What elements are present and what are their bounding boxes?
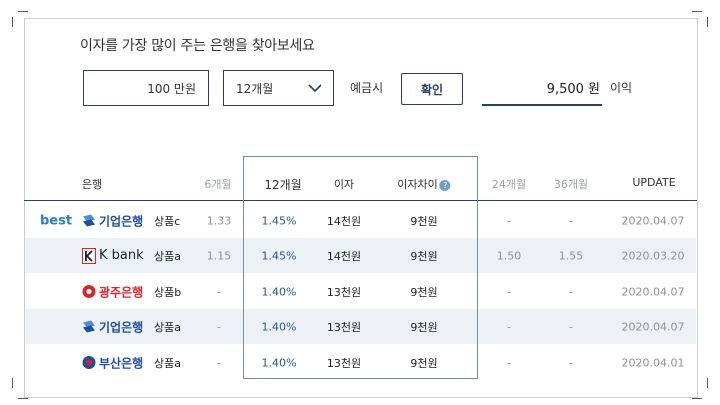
crop-mark (692, 11, 702, 12)
update-date: 2020.04.07 (621, 214, 685, 227)
rate-12m: 1.45% (261, 214, 297, 227)
rate-6m: 1.33 (206, 214, 232, 227)
chevron-down-icon (308, 84, 322, 93)
update-date: 2020.04.07 (621, 285, 685, 298)
col-header-update: UPDATE (632, 176, 676, 189)
kbank-logo-icon (82, 247, 96, 264)
info-icon[interactable]: ? (439, 179, 451, 191)
interest-diff: 9천원 (410, 249, 438, 263)
crop-mark (707, 378, 708, 388)
page-title: 이자를 가장 많이 주는 은행을 찾아보세요 (80, 38, 315, 54)
ibk-logo: 기업은행 (82, 212, 143, 229)
kwangju-logo: 광주은행 (82, 283, 143, 300)
busan-logo-icon (82, 356, 96, 369)
confirm-button[interactable]: 확인 (401, 73, 463, 105)
interest-diff: 9천원 (410, 214, 438, 228)
rate-12m: 1.45% (261, 249, 297, 262)
product-name: 상품c (154, 214, 181, 228)
rate-36m: - (569, 320, 573, 333)
crop-mark (12, 378, 13, 388)
rate-12m: 1.40% (261, 320, 297, 333)
rate-36m: - (569, 285, 573, 298)
rate-6m: 1.15 (206, 249, 232, 262)
rate-6m: - (217, 356, 221, 369)
period-select[interactable]: 12개월 (223, 70, 334, 106)
table-row[interactable]: K bank 상품a 1.15 1.45% 14천원 9천원 1.50 1.55… (25, 238, 696, 273)
kbank-logo: K bank (82, 247, 144, 264)
rate-12m: 1.40% (261, 356, 297, 369)
rate-24m: 1.50 (496, 249, 522, 262)
update-date: 2020.03.20 (621, 249, 685, 262)
col-header-bank: 은행 (81, 178, 103, 191)
busan-logo: 부산은행 (82, 354, 143, 371)
col-header-12m[interactable]: 12개월 (264, 178, 302, 192)
interest: 14천원 (326, 214, 362, 228)
amount-value: 100 만원 (147, 81, 196, 96)
crop-mark (18, 11, 28, 12)
interest-diff: 9천원 (410, 285, 438, 299)
rate-24m: - (507, 356, 511, 369)
rate-6m: - (217, 285, 221, 298)
interest: 13천원 (326, 285, 362, 299)
crop-mark (12, 17, 13, 27)
interest-diff: 9천원 (410, 320, 438, 334)
rate-12m: 1.40% (261, 285, 297, 298)
product-name: 상품a (154, 249, 181, 263)
ibk-logo-icon (83, 214, 95, 227)
ibk-logo: 기업은행 (82, 318, 143, 335)
rate-24m: - (507, 214, 511, 227)
interest-label: 이익 (610, 81, 633, 95)
bank-name: 부산은행 (99, 356, 144, 370)
bank-name: 기업은행 (99, 320, 144, 334)
col-header-6m[interactable]: 6개월 (204, 178, 232, 191)
table-row[interactable]: 기업은행 상품a - 1.40% 13천원 9천원 - - 2020.04.07 (25, 309, 696, 344)
interest-diff: 9천원 (410, 356, 438, 370)
update-date: 2020.04.01 (621, 356, 685, 369)
table-row[interactable]: 광주은행 상품b - 1.40% 13천원 9천원 - - 2020.04.07 (25, 274, 696, 309)
product-name: 상품a (154, 320, 181, 334)
kwangju-logo-icon (82, 285, 96, 298)
best-badge: best (40, 213, 73, 228)
interest: 13천원 (326, 356, 362, 370)
bank-name: K bank (99, 248, 144, 263)
rate-24m: - (507, 320, 511, 333)
crop-mark (18, 398, 28, 399)
product-name: 상품a (154, 356, 181, 370)
crop-mark (707, 17, 708, 27)
rate-24m: - (507, 285, 511, 298)
rate-36m: - (569, 356, 573, 369)
col-header-diff-label: 이자차이 (397, 178, 438, 191)
col-header-interest: 이자 (333, 178, 355, 191)
rate-36m: - (569, 214, 573, 227)
crop-mark (692, 398, 702, 399)
update-date: 2020.04.07 (621, 320, 685, 333)
header-divider (24, 200, 697, 201)
bank-name: 기업은행 (99, 214, 144, 228)
interest: 14천원 (326, 249, 362, 263)
deposit-label: 예금시 (350, 81, 384, 95)
result-underline (482, 104, 602, 106)
col-header-24m[interactable]: 24개월 (491, 178, 527, 191)
col-header-36m[interactable]: 36개월 (553, 178, 589, 191)
amount-input[interactable]: 100 만원 (83, 70, 209, 106)
bank-name: 광주은행 (99, 285, 144, 299)
ibk-logo-icon (83, 320, 95, 333)
interest: 13천원 (326, 320, 362, 334)
result-value: 9,500 원 (546, 82, 600, 97)
rate-36m: 1.55 (558, 249, 584, 262)
table-row[interactable]: 부산은행 상품a - 1.40% 13천원 9천원 - - 2020.04.01 (25, 345, 696, 380)
col-header-diff: 이자차이? (397, 176, 451, 192)
period-value: 12개월 (236, 81, 274, 96)
rate-6m: - (217, 320, 221, 333)
product-name: 상품b (154, 285, 182, 299)
table-row[interactable]: best 기업은행 상품c 1.33 1.45% 14천원 9천원 - - 20… (25, 203, 696, 238)
